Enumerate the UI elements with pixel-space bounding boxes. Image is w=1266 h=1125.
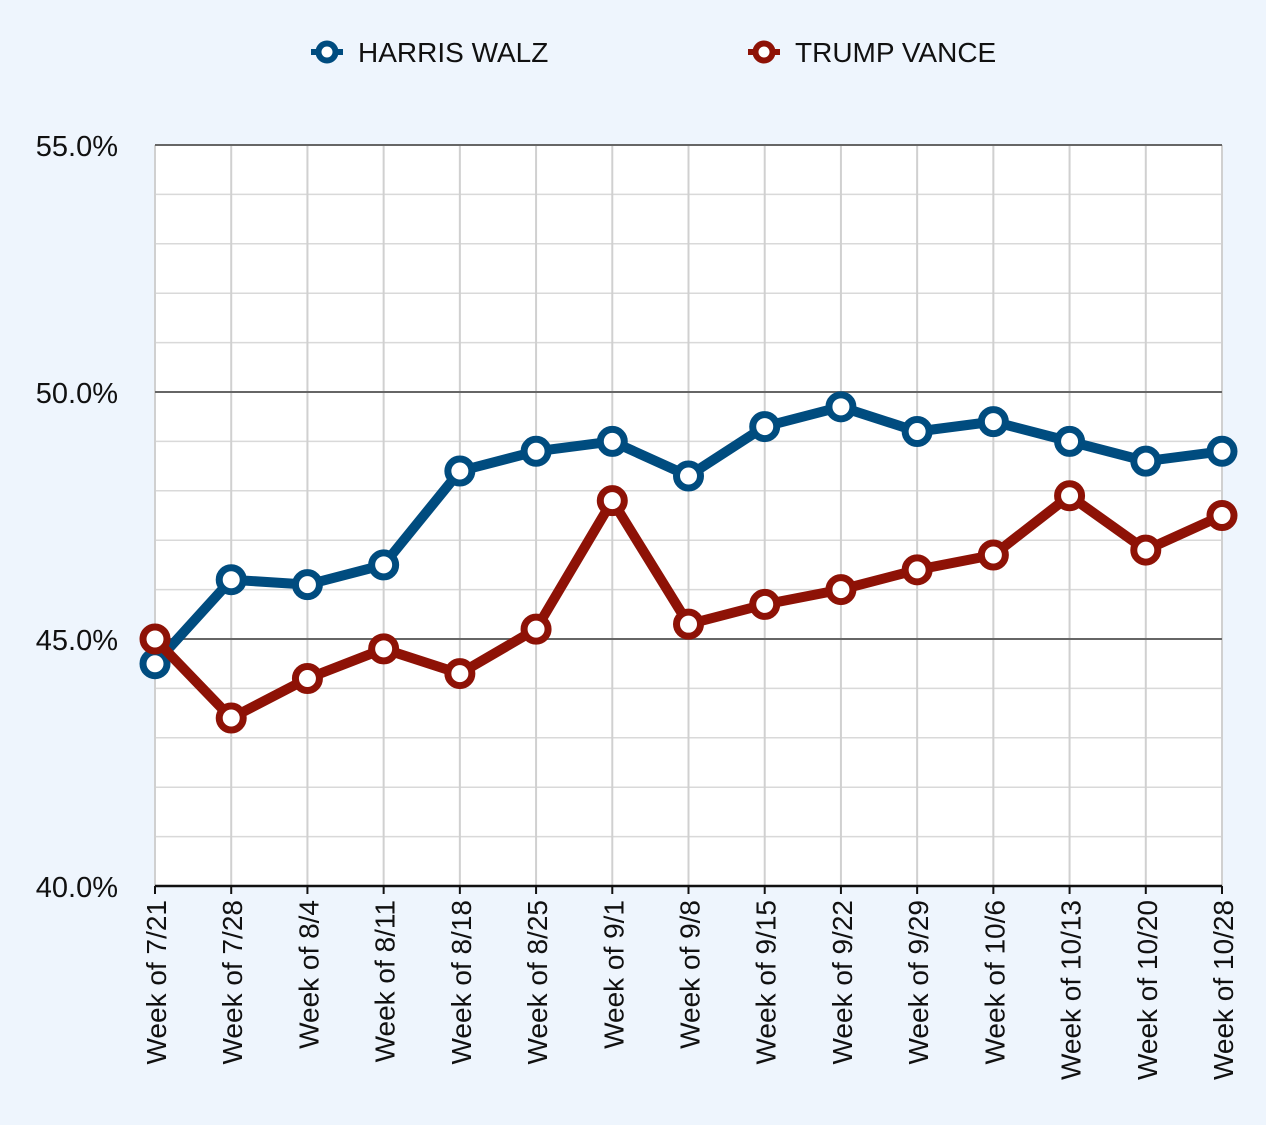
data-point <box>368 549 400 581</box>
x-tick-label: Week of 10/6 <box>979 900 1010 1064</box>
x-tick-label: Week of 8/4 <box>293 900 324 1049</box>
data-point <box>1206 500 1238 531</box>
legend-marker <box>315 40 339 64</box>
data-point <box>977 539 1009 571</box>
data-point <box>901 416 933 448</box>
data-point <box>825 391 857 423</box>
x-tick-label: Week of 10/13 <box>1056 900 1087 1080</box>
x-tick-label: Week of 8/18 <box>446 900 477 1064</box>
legend: HARRIS WALZ TRUMP VANCE <box>311 37 996 68</box>
data-point <box>139 623 171 655</box>
y-axis: 55.0% 50.0% 45.0% 40.0% <box>36 131 118 904</box>
data-point <box>749 411 781 443</box>
data-point <box>215 564 247 596</box>
data-point <box>1130 445 1162 477</box>
x-tick-label: Week of 7/21 <box>141 900 172 1064</box>
x-tick-label: Week of 9/8 <box>675 900 706 1049</box>
legend-label: HARRIS WALZ <box>358 37 548 68</box>
x-tick-label: Week of 9/29 <box>903 900 934 1064</box>
legend-item: TRUMP VANCE <box>748 37 996 68</box>
data-point <box>1054 480 1086 512</box>
data-point <box>368 633 400 665</box>
legend-item: HARRIS WALZ <box>311 37 548 68</box>
y-tick-label: 40.0% <box>36 872 118 904</box>
minor-gridlines <box>154 145 1223 886</box>
data-point <box>139 648 171 680</box>
data-point <box>215 702 247 734</box>
legend-marker <box>752 40 776 64</box>
data-point <box>444 455 476 487</box>
x-axis: Week of 7/21 Week of 7/28 Week of 8/4 Week … <box>141 886 1239 1080</box>
data-point <box>444 658 476 690</box>
data-point <box>520 613 552 645</box>
x-tick-label: Week of 9/22 <box>827 900 858 1064</box>
data-point <box>749 588 781 620</box>
y-tick-label: 45.0% <box>36 625 118 657</box>
x-tick-label: Week of 8/11 <box>370 900 401 1062</box>
legend-label: TRUMP VANCE <box>795 37 996 68</box>
data-point <box>1054 425 1086 457</box>
x-tick-label: Week of 9/15 <box>751 900 782 1064</box>
y-tick-label: 55.0% <box>36 131 118 163</box>
x-tick-label: Week of 8/25 <box>522 900 553 1064</box>
data-point <box>825 574 857 606</box>
data-point <box>673 460 704 492</box>
data-point <box>520 435 552 467</box>
x-tick-label: Week of 9/1 <box>598 900 629 1049</box>
data-point <box>673 608 704 640</box>
data-point <box>901 554 933 586</box>
data-point <box>977 406 1009 438</box>
y-tick-label: 50.0% <box>36 378 118 410</box>
series-1 <box>139 480 1238 734</box>
data-point <box>596 425 628 457</box>
data-point <box>291 663 323 695</box>
data-point <box>291 569 323 601</box>
data-point <box>1130 534 1162 566</box>
data-point <box>596 485 628 517</box>
series-layer <box>139 391 1238 734</box>
x-tick-label: Week of 7/28 <box>217 900 248 1064</box>
x-tick-label: Week of 10/20 <box>1132 900 1163 1080</box>
series-0 <box>139 391 1238 680</box>
x-tick-label: Week of 10/28 <box>1208 900 1239 1080</box>
data-point <box>1206 435 1238 467</box>
